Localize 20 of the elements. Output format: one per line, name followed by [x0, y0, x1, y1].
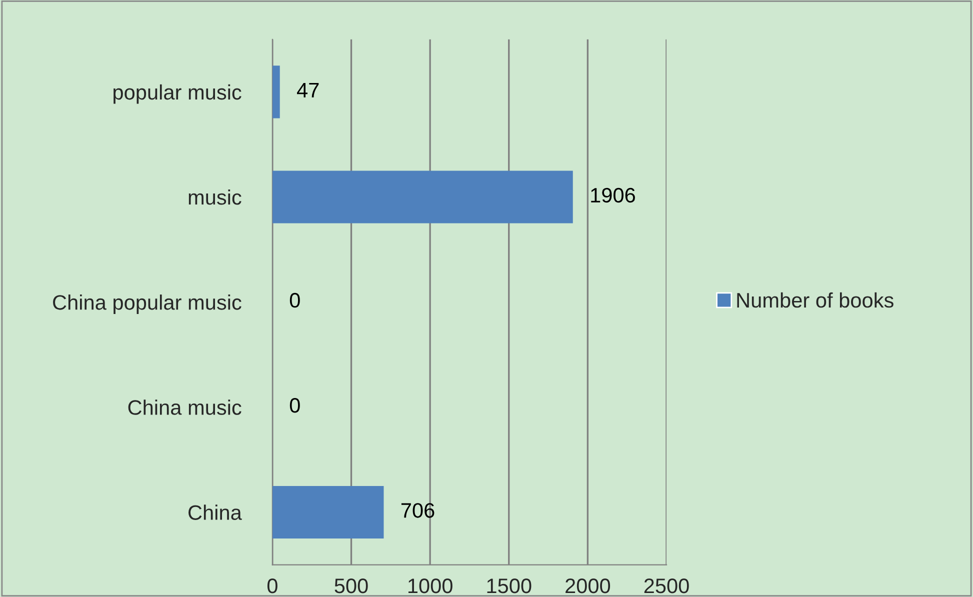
data-label: 706 — [401, 503, 434, 518]
legend-label: Number of books — [737, 292, 894, 308]
bar — [272, 66, 280, 118]
data-label: 47 — [296, 82, 319, 98]
x-tick-label: 0 — [267, 578, 278, 594]
x-tick-label: 500 — [334, 578, 368, 594]
data-label: 0 — [290, 292, 300, 308]
y-tick-label: music — [188, 189, 242, 205]
y-tick-label: China popular music — [53, 294, 242, 314]
bar — [272, 170, 573, 224]
data-label: 1906 — [591, 188, 635, 203]
y-tick-label: China music — [128, 400, 242, 415]
y-tick-label: popular music — [114, 84, 242, 104]
x-tick-label: 1500 — [487, 578, 532, 594]
bar — [272, 486, 384, 538]
y-tick-label: China — [188, 504, 242, 520]
x-tick-label: 1000 — [408, 578, 452, 594]
data-label: 0 — [290, 398, 300, 413]
x-tick-label: 2500 — [644, 578, 689, 594]
x-tick-label: 2000 — [566, 578, 610, 594]
